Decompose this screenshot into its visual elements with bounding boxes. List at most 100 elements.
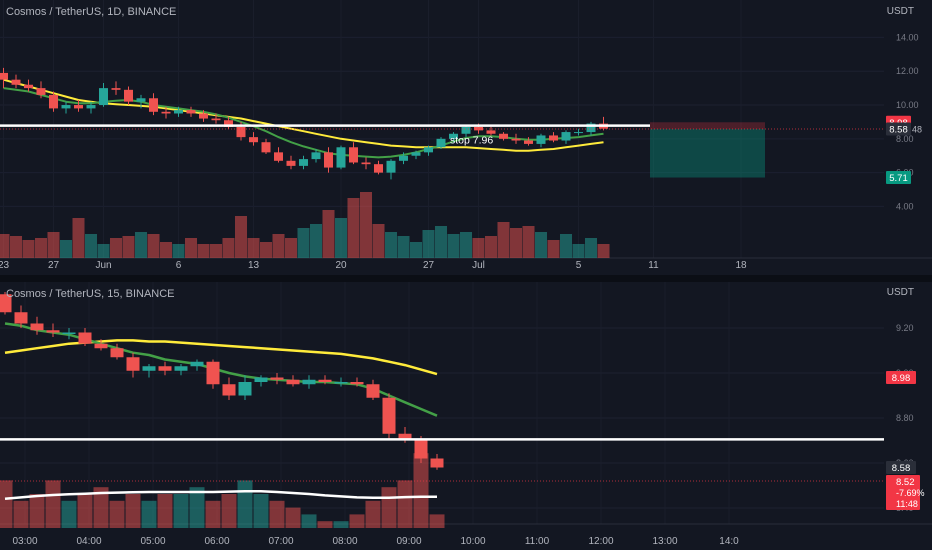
candle-body [382, 397, 396, 434]
candle-body [99, 88, 108, 106]
volume-bar [333, 521, 349, 528]
volume-bar [60, 240, 72, 258]
volume-bar [45, 480, 61, 528]
volume-bar [547, 240, 560, 258]
volume-bar [301, 514, 317, 528]
candle-body [361, 162, 371, 165]
x-tick-label: 5 [576, 260, 582, 271]
candle-body [142, 366, 156, 371]
volume-bar [269, 500, 285, 528]
x-tick-label: 13:00 [652, 536, 677, 547]
volume-bar [172, 244, 185, 258]
volume-bar [235, 216, 247, 258]
volume-bar [237, 480, 253, 528]
intraday-price-unit: USDT [886, 287, 914, 298]
y-tick-label: 9.20 [896, 323, 914, 333]
daily-chart-pane[interactable]: 14.0012.0010.008.006.004.002327Jun613202… [0, 0, 932, 275]
candle-body [0, 294, 12, 313]
candle-body [174, 110, 183, 114]
candle-body [549, 135, 558, 141]
candle-body [499, 133, 508, 139]
candle-body [386, 160, 396, 173]
volume-bar [22, 240, 35, 258]
candle-body [36, 88, 46, 95]
x-tick-label: 07:00 [268, 536, 293, 547]
candle-body [174, 366, 188, 371]
last-price-value: 8.52 [896, 477, 915, 488]
volume-bar [397, 236, 410, 258]
volume-bar [485, 236, 497, 258]
volume-bar [135, 232, 147, 258]
volume-bar [413, 453, 429, 528]
price-badge-label: 8.98 [892, 373, 911, 384]
volume-bar [349, 514, 365, 528]
candle-body [124, 89, 133, 102]
candle-body [149, 98, 158, 112]
volume-bar [222, 238, 235, 258]
candle-body [349, 147, 358, 163]
volume-bar [260, 242, 272, 258]
volume-bar [285, 238, 297, 258]
volume-bar [97, 244, 110, 258]
candle-body [254, 377, 268, 382]
volume-bar [310, 224, 322, 258]
candle-body [414, 440, 428, 459]
pane-divider[interactable] [0, 275, 932, 282]
volume-bar [447, 234, 460, 258]
volume-bar [77, 494, 93, 528]
y-tick-label: 8.00 [896, 134, 914, 144]
candle-body [424, 147, 433, 153]
candle-body [238, 382, 252, 396]
candle-body [511, 138, 521, 141]
candle-body [286, 379, 300, 385]
volume-moving-average-line [4, 490, 437, 501]
candle-body [374, 164, 383, 173]
bar-countdown: 11:48 [896, 499, 918, 509]
stop-annotation: stop 7.96 [450, 135, 493, 147]
candle-body [561, 132, 571, 141]
x-tick-label: 27 [423, 260, 435, 271]
volume-bar [522, 226, 535, 258]
volume-bar [109, 500, 125, 528]
volume-bar [410, 242, 422, 258]
candle-body [186, 110, 196, 114]
volume-bar [205, 500, 221, 528]
volume-bar [125, 494, 141, 528]
daily-chart-title: Cosmos / TetherUS, 1D, BINANCE [6, 6, 177, 18]
candle-body [586, 123, 596, 133]
candle-body [270, 377, 284, 380]
volume-bar [347, 198, 360, 258]
volume-bar [47, 232, 60, 258]
price-badge [886, 122, 911, 136]
intraday-chart-canvas[interactable]: 9.209.008.808.608.4003:0004:0005:0006:00… [0, 282, 932, 550]
candle-body [411, 152, 421, 156]
x-tick-label: 09:00 [396, 536, 421, 547]
intraday-chart-pane[interactable]: 9.209.008.808.608.4003:0004:0005:0006:00… [0, 282, 932, 550]
x-tick-label: 03:00 [12, 536, 37, 547]
volume-bar [335, 218, 347, 258]
volume-bar [189, 487, 205, 528]
candle-body [62, 332, 76, 334]
daily-chart-canvas[interactable]: 14.0012.0010.008.006.004.002327Jun613202… [0, 0, 932, 275]
price-badge [886, 461, 916, 474]
candle-body [46, 330, 60, 333]
volume-bar [0, 480, 13, 528]
volume-bar [160, 242, 172, 258]
volume-bar [272, 234, 285, 258]
candle-body [14, 312, 28, 324]
x-tick-label: 13 [248, 260, 260, 271]
x-tick-label: 27 [48, 260, 60, 271]
volume-bar [29, 494, 45, 528]
volume-bar [472, 238, 485, 258]
volume-bar [147, 234, 160, 258]
volume-bar [422, 230, 435, 258]
volume-bar [0, 234, 10, 258]
candle-body [111, 88, 121, 90]
position-risk-zone [650, 122, 765, 130]
volume-bar [173, 494, 189, 528]
candle-body [11, 79, 21, 85]
x-tick-label: 23 [0, 260, 9, 271]
x-tick-label: 06:00 [204, 536, 229, 547]
candle-body [24, 84, 33, 89]
x-tick-label: 12:00 [588, 536, 613, 547]
